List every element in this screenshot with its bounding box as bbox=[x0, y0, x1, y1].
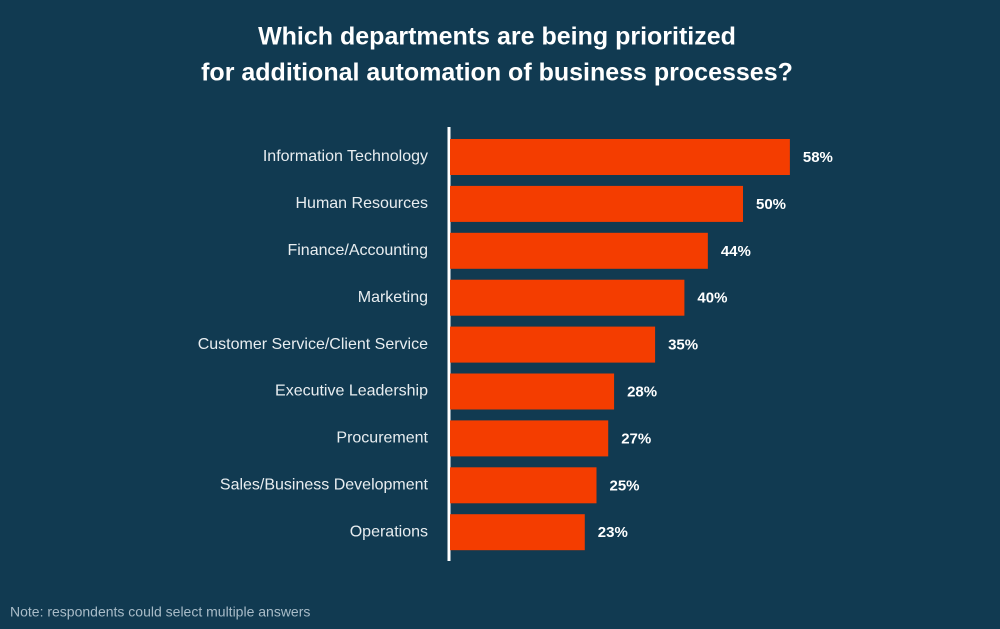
value-label: 58% bbox=[803, 149, 833, 166]
bar bbox=[450, 326, 656, 363]
category-label: Human Resources bbox=[296, 195, 429, 212]
bar bbox=[450, 279, 685, 316]
bar bbox=[450, 232, 708, 269]
category-label: Procurement bbox=[336, 430, 428, 447]
value-label: 44% bbox=[721, 243, 751, 260]
bar bbox=[450, 373, 615, 410]
bar bbox=[450, 185, 743, 222]
value-label: 28% bbox=[627, 383, 657, 400]
category-label: Sales/Business Development bbox=[220, 477, 429, 494]
chart-title: Which departments are being prioritized bbox=[258, 23, 736, 51]
category-label: Marketing bbox=[358, 289, 428, 306]
category-label: Executive Leadership bbox=[275, 383, 428, 400]
category-label: Customer Service/Client Service bbox=[198, 336, 428, 353]
chart-title: for additional automation of business pr… bbox=[201, 59, 793, 87]
bar bbox=[450, 514, 585, 551]
value-label: 25% bbox=[610, 477, 640, 494]
value-label: 23% bbox=[598, 524, 628, 541]
bar bbox=[450, 139, 790, 175]
value-label: 50% bbox=[756, 196, 786, 213]
value-label: 40% bbox=[697, 290, 727, 307]
value-label: 35% bbox=[668, 337, 698, 354]
note: Note: respondents could select multiple … bbox=[10, 604, 310, 620]
bar bbox=[450, 467, 597, 504]
bar bbox=[450, 420, 609, 457]
category-label: Operations bbox=[350, 523, 428, 540]
value-label: 27% bbox=[621, 430, 651, 447]
category-label: Finance/Accounting bbox=[287, 242, 428, 259]
category-label: Information Technology bbox=[263, 148, 428, 165]
